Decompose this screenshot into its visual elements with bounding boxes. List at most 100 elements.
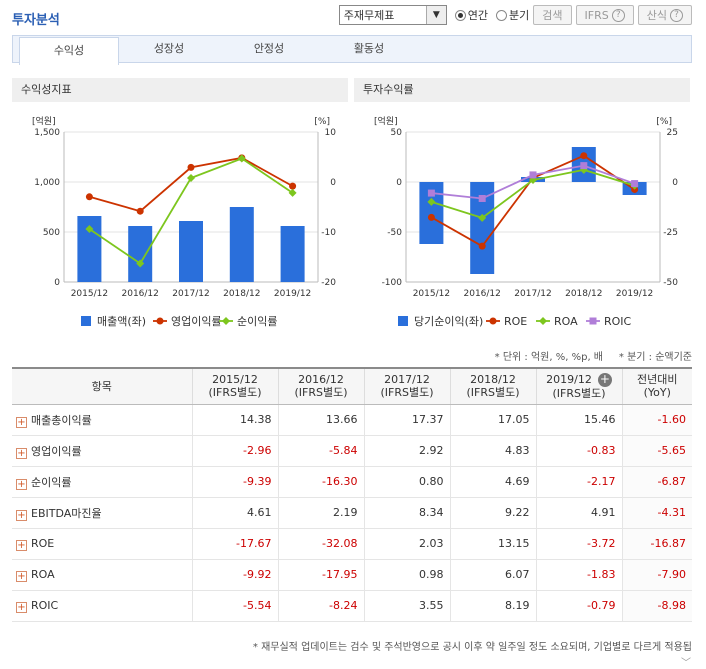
row-name: 매출총이익률	[31, 413, 92, 427]
radio-quarter-label: 분기	[509, 9, 530, 22]
data-point	[529, 171, 537, 179]
table-row[interactable]: + EBITDA마진율 4.61 2.19 8.34 9.22 4.91 -4.31	[12, 497, 692, 529]
row-label[interactable]: + 영업이익률	[12, 435, 192, 467]
column-sub: (IFRS별도)	[294, 386, 348, 400]
legend-marker	[589, 317, 597, 325]
column-header: 2015/12 (IFRS별도)	[191, 367, 278, 405]
table-cell: -9.92	[191, 559, 278, 591]
table-cell: -0.79	[535, 590, 622, 622]
tab-stability[interactable]: 안정성	[253, 42, 285, 55]
table-cell: 8.34	[363, 497, 450, 529]
right-unit-label: [%]	[314, 117, 330, 127]
right-tick-label: 0	[672, 178, 678, 188]
table-cell: -3.72	[535, 528, 622, 560]
row-label[interactable]: + ROIC	[12, 590, 192, 622]
column-sub: (IFRS별도)	[380, 386, 434, 400]
column-year: 2018/12	[470, 373, 516, 387]
radio-checked-icon[interactable]	[454, 9, 466, 21]
expand-icon[interactable]: +	[16, 416, 27, 428]
row-label[interactable]: + 순이익률	[12, 466, 192, 498]
add-column-icon[interactable]: +	[597, 372, 612, 387]
x-tick-label: 2018/12	[565, 289, 602, 299]
row-name: EBITDA마진율	[31, 506, 102, 520]
column-header: 2019/12 + (IFRS별도)	[535, 367, 622, 405]
search-button[interactable]: 검색	[533, 5, 572, 25]
expand-icon[interactable]: +	[16, 447, 27, 459]
search-button-label: 검색	[542, 9, 563, 22]
row-label[interactable]: + ROE	[12, 528, 192, 560]
row-name: 영업이익률	[31, 444, 82, 458]
table-row[interactable]: + 순이익률 -9.39 -16.30 0.80 4.69 -2.17 -6.87	[12, 466, 692, 498]
profitability-chart: [억원] [%] 1,500 10 1,000 0 500 -10 0 -20 2015/12 201…	[32, 115, 336, 328]
row-label[interactable]: + 매출총이익률	[12, 404, 192, 436]
table-cell: 15.46	[535, 404, 622, 436]
yoy-sub: (YoY)	[643, 386, 671, 400]
legend-label: 순이익률	[237, 315, 277, 328]
expand-icon[interactable]: +	[16, 509, 27, 521]
radio-annual-label: 연간	[467, 9, 489, 22]
column-sub: (IFRS별도)	[208, 386, 262, 400]
data-point	[85, 224, 94, 233]
data-point	[478, 194, 486, 202]
table-header-row: 항목 2015/12 (IFRS별도) 2016/12 (IFRS별도) 2017/…	[12, 367, 692, 405]
statement-select[interactable]: 주재무제표 ▼	[338, 5, 447, 25]
tab-activity[interactable]: 활동성	[353, 42, 385, 55]
right-tick-label: -20	[321, 278, 336, 288]
expand-icon[interactable]: +	[16, 539, 27, 551]
row-label[interactable]: + EBITDA마진율	[12, 497, 192, 529]
tab-growth[interactable]: 성장성	[153, 42, 185, 55]
left-unit-label: [억원]	[32, 115, 56, 127]
row-label[interactable]: + ROA	[12, 559, 192, 591]
ifrs-button[interactable]: IFRS?	[575, 5, 634, 25]
table-row[interactable]: + ROA -9.92 -17.95 0.98 6.07 -1.83 -7.90	[12, 559, 692, 591]
x-tick-label: 2019/12	[274, 289, 311, 299]
radio-unchecked-icon[interactable]	[496, 9, 508, 21]
bar	[280, 226, 305, 282]
data-point	[427, 189, 435, 197]
yoy-cell: -16.87	[621, 528, 692, 560]
x-tick-label: 2015/12	[71, 289, 108, 299]
yoy-cell: -5.65	[621, 435, 692, 467]
expand-icon[interactable]: +	[16, 570, 27, 582]
table-cell: 2.03	[363, 528, 450, 560]
table-cell: 0.80	[363, 466, 450, 498]
column-year: 2015/12	[212, 373, 258, 387]
tab-profitability[interactable]: 수익성	[19, 37, 119, 65]
legend-swatch	[81, 316, 91, 326]
help-icon: ?	[670, 8, 683, 22]
table-cell: 17.37	[363, 404, 450, 436]
expand-icon[interactable]: +	[16, 478, 27, 490]
table-row[interactable]: + 매출총이익률 14.38 13.66 17.37 17.05 15.46 -1.60	[12, 404, 692, 436]
data-point	[187, 163, 195, 171]
column-header: 2018/12 (IFRS별도)	[449, 367, 536, 405]
table-cell: 8.19	[449, 590, 536, 622]
table-row[interactable]: + ROIC -5.54 -8.24 3.55 8.19 -0.79 -8.98	[12, 590, 692, 622]
column-sub: (IFRS별도)	[552, 386, 606, 400]
table-cell: -9.39	[191, 466, 278, 498]
left-tick-label: 50	[391, 128, 403, 138]
data-point	[288, 188, 297, 197]
data-point	[427, 213, 435, 221]
formula-button[interactable]: 산식?	[637, 5, 692, 25]
toolbar: 주재무제표 ▼ 연간 분기 검색 IFRS? 산식?	[338, 5, 692, 25]
table-cell: -17.95	[277, 559, 364, 591]
radio-quarter[interactable]: 분기	[496, 7, 529, 23]
table-row[interactable]: + 영업이익률 -2.96 -5.84 2.92 4.83 -0.83 -5.65	[12, 435, 692, 467]
table-cell: 4.69	[449, 466, 536, 498]
table-cell: 13.66	[277, 404, 364, 436]
data-point	[136, 207, 144, 215]
chevron-down-icon[interactable]: ▼	[425, 6, 446, 24]
chevron-down-icon[interactable]: ﹀	[681, 658, 691, 669]
data-point	[478, 242, 486, 250]
data-point	[580, 162, 588, 170]
data-point	[580, 152, 588, 160]
help-icon: ?	[611, 8, 625, 22]
table-cell: 0.98	[363, 559, 450, 591]
left-tick-label: 1,500	[34, 128, 60, 138]
right-tick-label: -50	[663, 278, 678, 288]
radio-annual[interactable]: 연간	[454, 7, 489, 23]
yoy-cell: -1.60	[621, 404, 692, 436]
expand-icon[interactable]: +	[16, 601, 27, 613]
data-point	[237, 154, 246, 163]
table-row[interactable]: + ROE -17.67 -32.08 2.03 13.15 -3.72 -16.87	[12, 528, 692, 560]
